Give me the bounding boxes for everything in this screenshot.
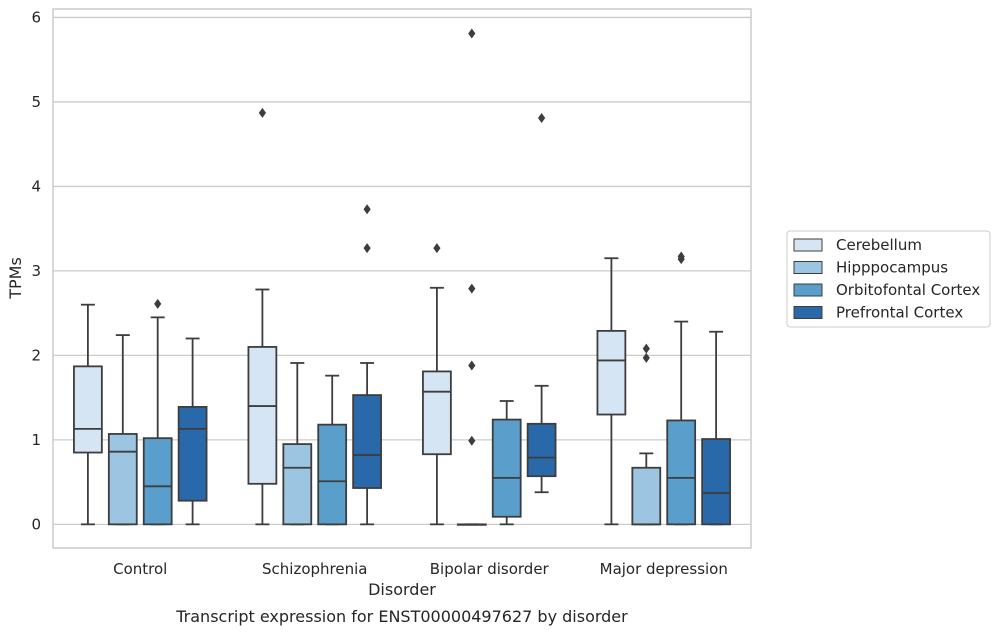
box-plot-item (491, 400, 522, 526)
box (596, 329, 627, 416)
box-plot-item (73, 303, 103, 526)
box-plot-item (317, 374, 348, 526)
outlier-point (642, 343, 650, 354)
y-axis-ticks: 0 1 2 3 4 5 6 (31, 8, 41, 533)
x-tick-label: Bipolar disorder (430, 560, 550, 578)
box (701, 438, 731, 526)
outlier-point (538, 112, 546, 123)
box (352, 394, 382, 489)
outlier-point (468, 360, 476, 371)
legend-label: Cerebellum (836, 236, 922, 254)
legend-label: Prefrontal Cortex (836, 304, 963, 322)
y-tick-label: 0 (31, 515, 41, 533)
legend-swatch (793, 238, 823, 252)
outlier-point (433, 243, 441, 254)
outlier-point (677, 251, 685, 262)
box-plot-item (107, 334, 138, 526)
legend-swatch (793, 306, 823, 319)
outlier-point (363, 204, 371, 215)
box-plot-item (177, 337, 208, 526)
box-plot-item (666, 251, 697, 526)
box-plot-item (526, 112, 557, 494)
legend-label: Hipppocampus (836, 259, 948, 277)
legend-frame (786, 230, 991, 328)
box-plot-item (456, 28, 487, 526)
chart-caption: Transcript expression for ENST0000049762… (175, 607, 628, 626)
x-tick-label: Schizophrenia (262, 560, 367, 578)
box-plot-area (73, 28, 731, 526)
y-tick-label: 5 (31, 93, 41, 111)
x-tick-label: Major depression (600, 560, 728, 578)
box-plot-item (701, 330, 731, 526)
box (422, 370, 452, 456)
box-plot-item (631, 343, 662, 526)
box (142, 437, 173, 526)
box-plot-item (247, 107, 278, 526)
x-axis-title: Disorder (368, 580, 436, 599)
plot-frame (52, 8, 752, 549)
outlier-point (468, 283, 476, 294)
box (317, 423, 348, 526)
box-plot-item (422, 243, 452, 526)
box (631, 466, 662, 526)
outlier-point (363, 243, 371, 254)
legend-swatch (793, 261, 823, 274)
outlier-point (468, 28, 476, 39)
box (73, 365, 103, 454)
legend-swatch (793, 283, 823, 297)
box (177, 406, 208, 502)
x-axis-ticks: Control Schizophrenia Bipolar disorder Majo… (113, 560, 728, 578)
y-tick-label: 1 (31, 431, 41, 449)
legend: Cerebellum Hipppocampus Orbitofontal Corte… (786, 230, 991, 328)
box (107, 433, 138, 526)
y-tick-label: 4 (31, 177, 41, 195)
box (282, 443, 313, 526)
box-plot-item (596, 257, 627, 526)
outlier-point (642, 352, 650, 363)
legend-label: Orbitofontal Cortex (836, 281, 980, 299)
box-plot-item (282, 362, 313, 526)
y-tick-label: 6 (31, 8, 41, 26)
box-plot-item (352, 204, 382, 526)
y-tick-label: 2 (31, 346, 41, 364)
y-axis-title: TPMs (6, 257, 25, 300)
box (526, 422, 557, 478)
box (491, 418, 522, 518)
outlier-point (468, 435, 476, 446)
outlier-point (154, 298, 162, 309)
y-tick-label: 3 (31, 262, 41, 280)
x-tick-label: Control (113, 560, 167, 578)
box-plot-item (142, 298, 173, 526)
box (666, 419, 697, 526)
outlier-point (258, 107, 266, 118)
box (247, 346, 278, 485)
